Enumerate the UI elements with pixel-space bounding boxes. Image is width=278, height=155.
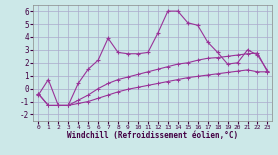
- X-axis label: Windchill (Refroidissement éolien,°C): Windchill (Refroidissement éolien,°C): [67, 131, 239, 140]
